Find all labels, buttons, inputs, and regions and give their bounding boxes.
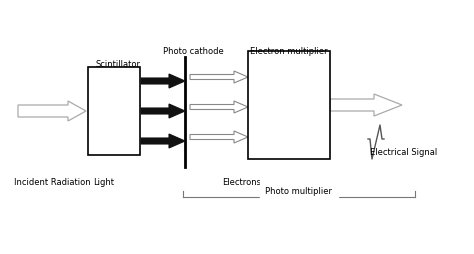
Polygon shape bbox=[141, 134, 185, 148]
Polygon shape bbox=[190, 102, 248, 114]
Text: Electrical Signal: Electrical Signal bbox=[370, 147, 437, 156]
Polygon shape bbox=[190, 72, 248, 84]
Text: Electrons: Electrons bbox=[222, 177, 261, 186]
Text: Electron multiplier: Electron multiplier bbox=[250, 47, 328, 56]
Polygon shape bbox=[18, 102, 86, 121]
Polygon shape bbox=[190, 132, 248, 144]
Polygon shape bbox=[141, 105, 185, 119]
Polygon shape bbox=[330, 95, 402, 117]
Bar bbox=[248, 52, 330, 159]
Text: Photo multiplier: Photo multiplier bbox=[265, 186, 332, 195]
Polygon shape bbox=[141, 75, 185, 89]
Text: Incident Radiation: Incident Radiation bbox=[14, 177, 91, 186]
Bar bbox=[88, 68, 140, 155]
Text: Photo cathode: Photo cathode bbox=[163, 47, 224, 56]
Text: Scintillator: Scintillator bbox=[96, 60, 141, 69]
Text: Light: Light bbox=[93, 177, 115, 186]
